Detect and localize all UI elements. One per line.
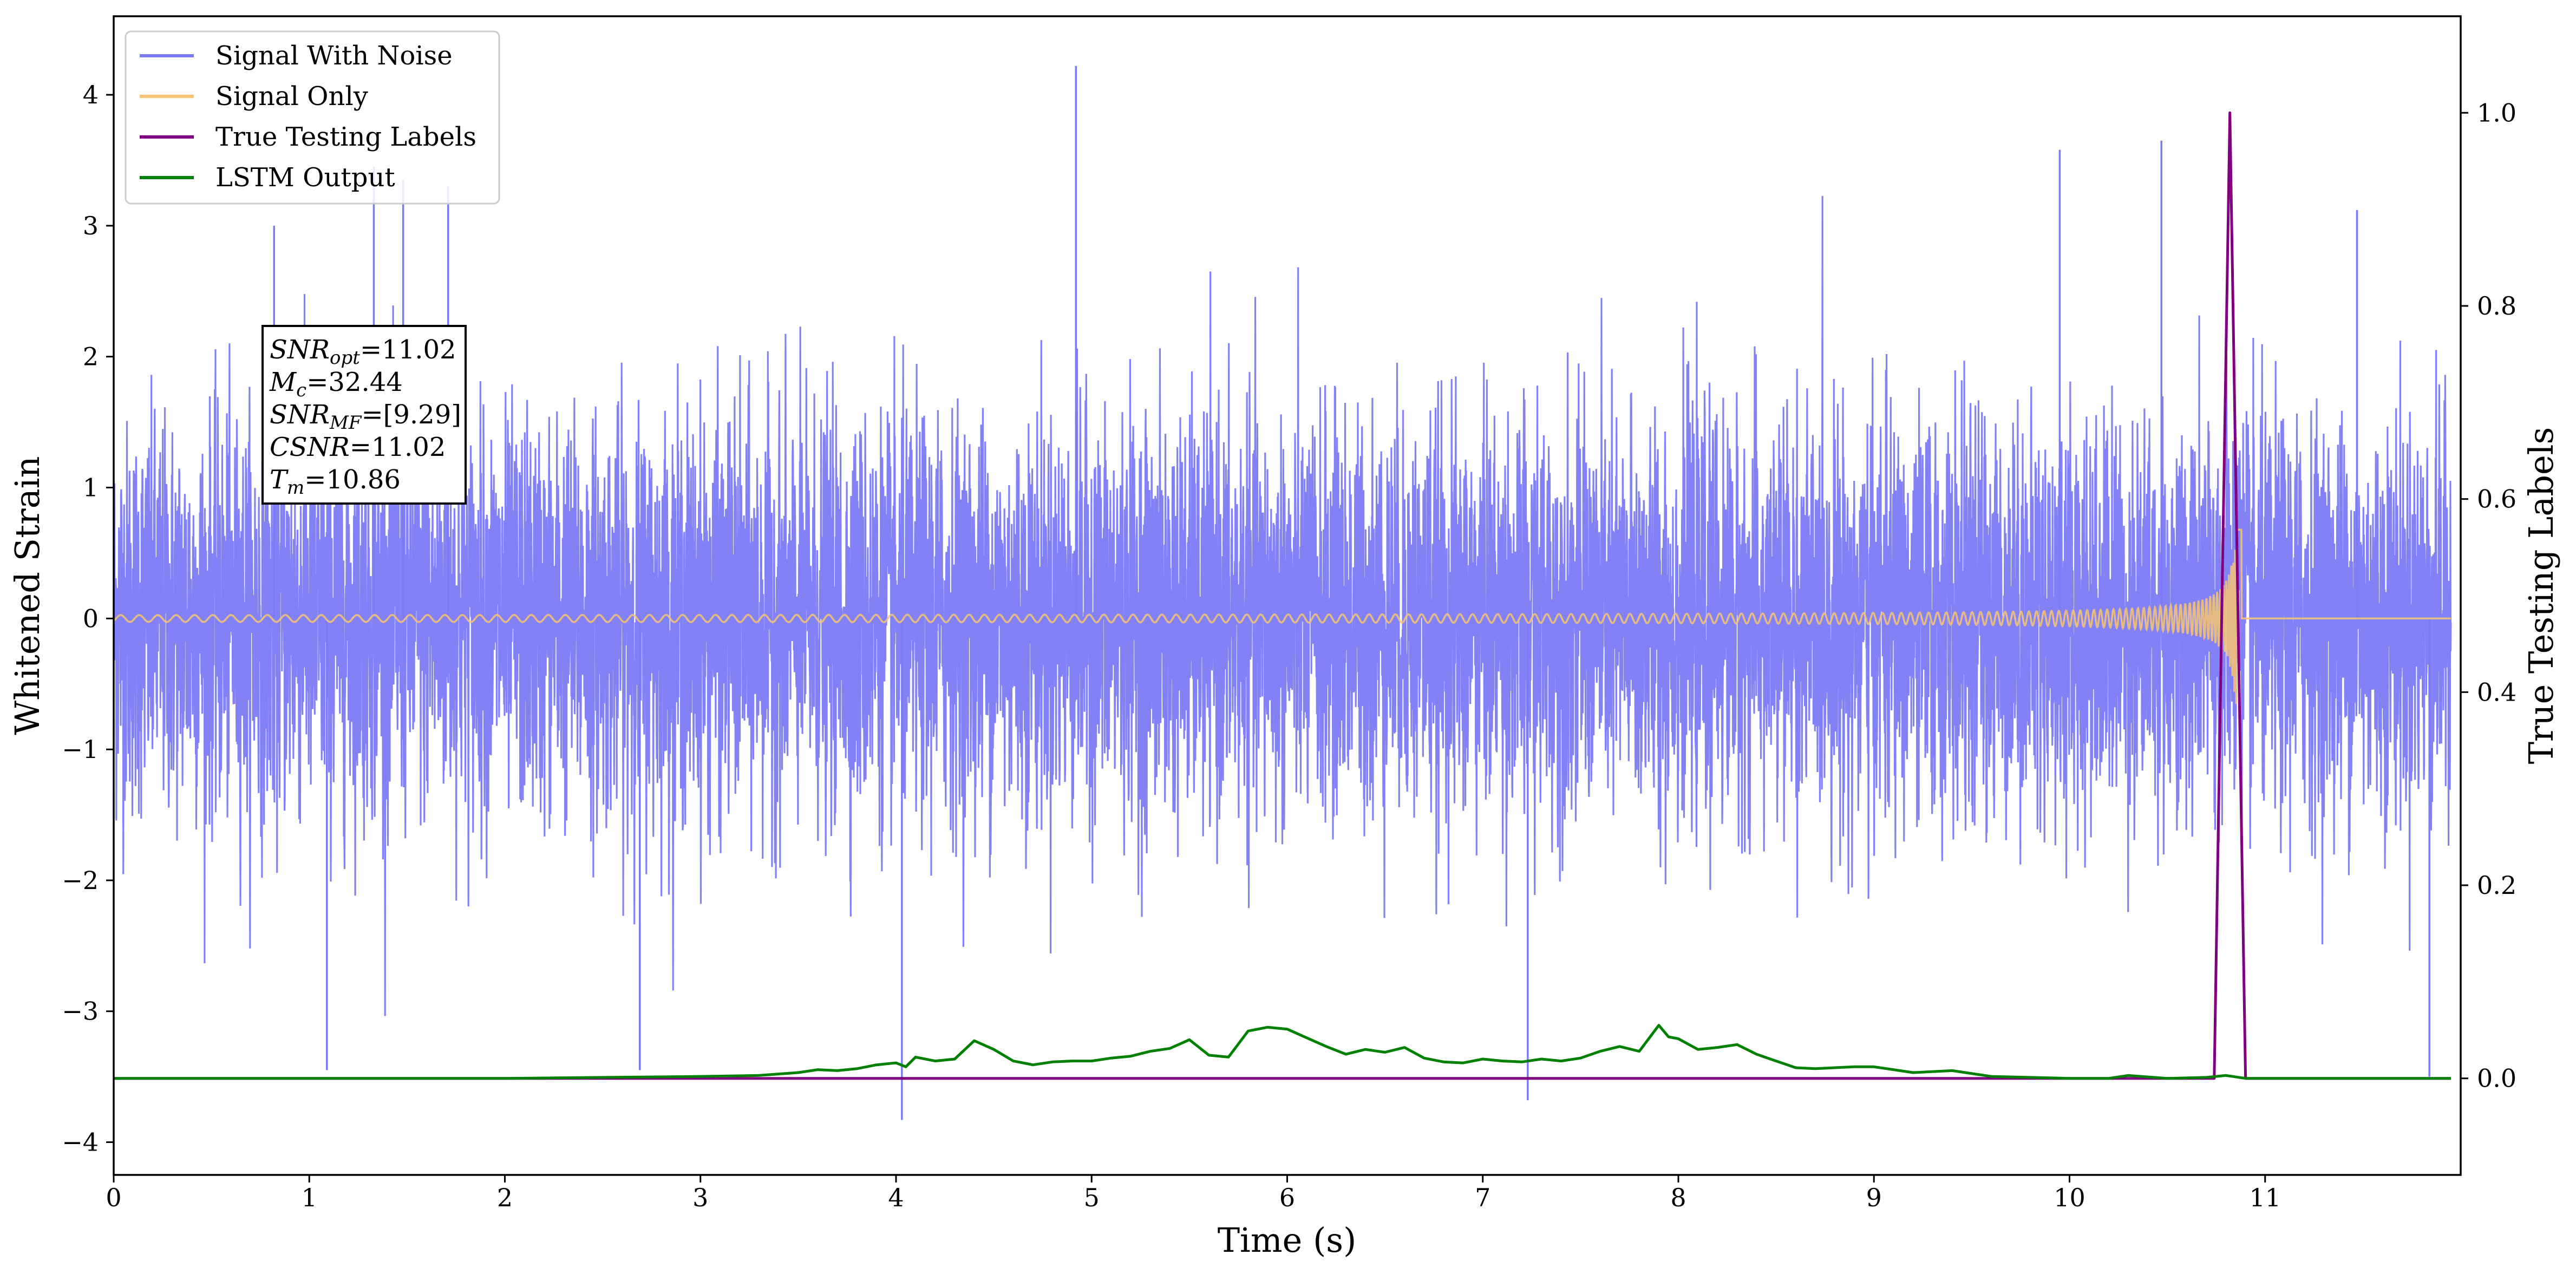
annotation-box <box>261 325 467 505</box>
x-tick-label: 11 <box>2249 1183 2281 1212</box>
noise-line <box>114 195 2452 1016</box>
x-tick-label: 9 <box>1866 1183 1882 1212</box>
x-tick-label: 4 <box>888 1183 904 1212</box>
x-tick-label: 7 <box>1475 1183 1490 1212</box>
annotation-csnr: CSNR=11.02 <box>270 432 446 462</box>
x-tick-label: 1 <box>302 1183 317 1212</box>
stats-annotation: SNRopt=11.02Mc=32.44SNRMF=[9.29]CSNR=11.… <box>261 325 467 505</box>
legend-label: Signal With Noise <box>215 41 453 71</box>
annotation-symbol: SNR <box>270 400 330 430</box>
annotation-subscript: MF <box>329 412 362 434</box>
x-tick-label: 8 <box>1670 1183 1686 1212</box>
series-signal-with-noise <box>114 66 2452 1120</box>
annotation-symbol: SNR <box>270 335 330 365</box>
x-tick-label: 0 <box>106 1183 121 1212</box>
y-axis-right: 1.0 0.8 0.6 0.4 0.2 0.0 <box>2461 98 2516 1093</box>
annotation-symbol: T <box>270 465 289 495</box>
legend-label: True Testing Labels <box>215 122 476 152</box>
y-tick-label: 1 <box>83 473 99 502</box>
annotation-value: =11.02 <box>350 432 446 462</box>
y2-tick-label: 1.0 <box>2477 98 2516 127</box>
y-tick-label: 4 <box>83 80 99 109</box>
legend-label: Signal Only <box>215 81 368 112</box>
y-tick-label: 3 <box>83 211 99 240</box>
y2-tick-label: 0.6 <box>2477 485 2516 514</box>
x-tick-label: 10 <box>2054 1183 2085 1212</box>
annotation-value: =10.86 <box>304 465 401 495</box>
chirp-line <box>114 528 2451 704</box>
annotation-snr-mf: SNRMF=[9.29] <box>270 400 461 434</box>
annotation-value: =11.02 <box>360 335 456 365</box>
annotation-symbol: CSNR <box>270 432 350 462</box>
annotation-subscript: opt <box>330 347 360 369</box>
y-tick-label: −2 <box>62 866 99 895</box>
y2-tick-label: 0.0 <box>2477 1064 2516 1093</box>
y-axis-left: 4 3 2 1 0 −1 −2 −3 −4 <box>62 80 114 1157</box>
annotation-chirp-mass: Mc=32.44 <box>269 367 403 401</box>
legend-label: LSTM Output <box>215 162 395 193</box>
y-tick-label: −1 <box>62 735 99 764</box>
x-axis-label: Time (s) <box>1218 1220 1357 1260</box>
annotation-subscript: m <box>287 477 304 499</box>
y-axis-label-right: True Testing Labels <box>2521 427 2561 765</box>
y-tick-label: 0 <box>83 604 99 633</box>
legend: Signal With Noise Signal Only True Testing… <box>125 30 500 205</box>
annotation-snr-opt: SNRopt=11.02 <box>270 335 456 369</box>
y-tick-label: 2 <box>83 342 99 371</box>
y2-tick-label: 0.4 <box>2477 677 2516 707</box>
legend-box <box>125 30 500 205</box>
x-tick-label: 3 <box>692 1183 708 1212</box>
annotation-symbol: M <box>269 367 297 397</box>
y2-tick-label: 0.8 <box>2477 291 2516 321</box>
y-tick-label: −3 <box>62 997 99 1026</box>
y-tick-label: −4 <box>62 1128 99 1157</box>
y2-tick-label: 0.2 <box>2477 871 2516 900</box>
annotation-subscript: c <box>296 380 306 401</box>
x-tick-label: 6 <box>1279 1183 1295 1212</box>
x-tick-label: 2 <box>497 1183 513 1212</box>
x-tick-label: 5 <box>1084 1183 1100 1212</box>
series-signal-only <box>114 528 2451 704</box>
annotation-value: =32.44 <box>306 367 403 397</box>
y-axis-label: Whitened Strain <box>8 456 47 735</box>
annotation-value: =[9.29] <box>361 400 461 430</box>
annotation-merger-time: Tm=10.86 <box>270 465 401 499</box>
series-lstm-output <box>114 1024 2451 1080</box>
x-axis: 0 1 2 3 4 5 6 7 8 9 10 11 <box>106 1175 2281 1212</box>
